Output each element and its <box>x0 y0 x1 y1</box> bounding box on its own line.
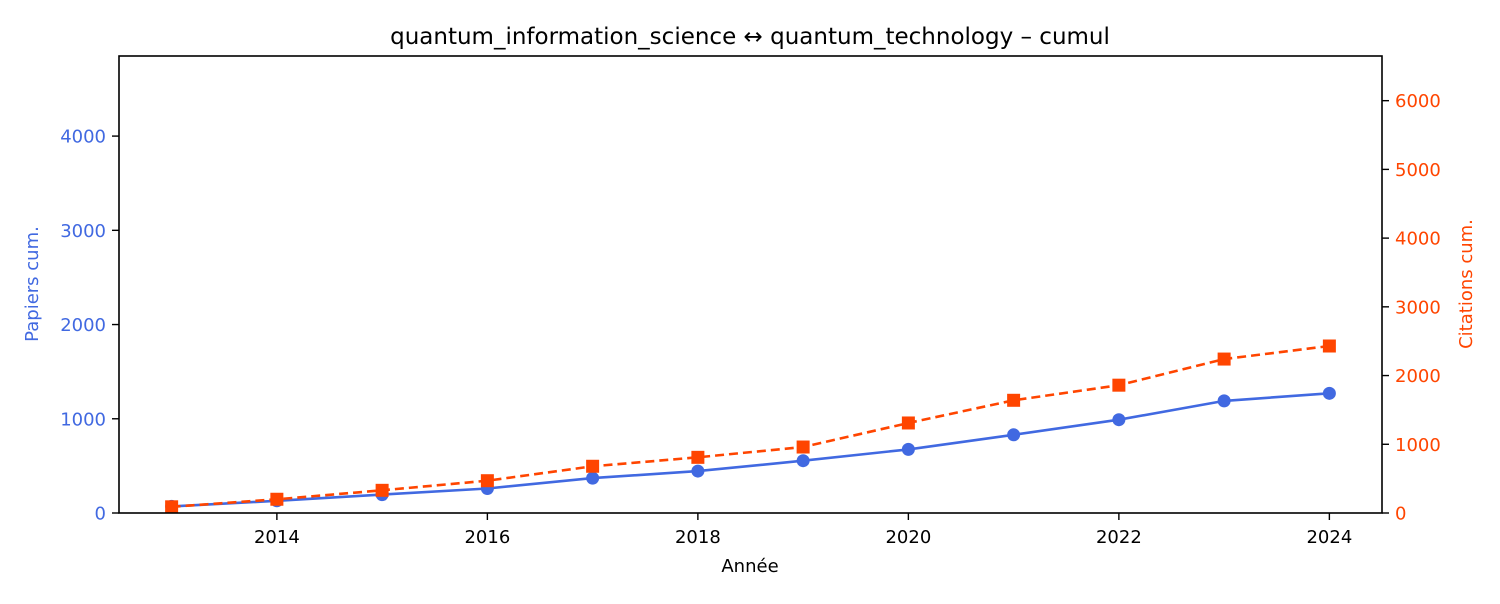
y-axis-label-left: Papiers cum. <box>22 226 43 342</box>
y-right-tick-label: 1000 <box>1395 435 1441 456</box>
series-line-papers <box>171 392 1330 508</box>
papers-point <box>691 464 705 478</box>
citations-point <box>1007 393 1021 407</box>
x-tick-label: 2018 <box>675 527 721 548</box>
x-tick-label: 2020 <box>885 527 931 548</box>
plot-area: 2014 2016 2018 2020 2022 2024 0 1000 2000 3000 400… <box>60 55 1441 548</box>
x-tick-label: 2022 <box>1096 527 1142 548</box>
citations-point <box>375 483 389 497</box>
citations-point <box>165 500 179 514</box>
x-tick-label: 2016 <box>464 527 510 548</box>
y-right-tick-label: 4000 <box>1395 229 1441 250</box>
x-tick-label: 2024 <box>1306 527 1352 548</box>
y-left-tick-label: 1000 <box>60 409 106 430</box>
y-right-tick-label: 3000 <box>1395 297 1441 318</box>
citations-point <box>586 459 600 473</box>
citations-point <box>1217 352 1231 366</box>
y-right-tick-label: 0 <box>1395 504 1406 525</box>
y-right-tick-label: 2000 <box>1395 366 1441 387</box>
series-line-citations <box>171 344 1330 509</box>
y-right-tick-label: 5000 <box>1395 160 1441 181</box>
citations-point <box>480 474 494 488</box>
citations-point <box>270 492 284 506</box>
papers-point <box>1112 413 1126 427</box>
papers-point <box>1322 386 1336 400</box>
papers-point <box>1217 394 1231 408</box>
citations-point <box>691 450 705 464</box>
citations-point <box>1322 339 1336 353</box>
plot-frame <box>118 55 1383 514</box>
citations-point <box>796 440 810 454</box>
papers-point <box>901 442 915 456</box>
citations-point <box>1112 378 1126 392</box>
chart-title: quantum_information_science ↔ quantum_te… <box>390 24 1110 50</box>
y-right-tick-label: 6000 <box>1395 91 1441 112</box>
y-axis-label-right: Citations cum. <box>1456 219 1477 349</box>
x-axis-label: Année <box>721 556 778 577</box>
papers-point <box>586 471 600 485</box>
y-left-tick-label: 0 <box>95 504 106 525</box>
y-left-tick-label: 4000 <box>60 127 106 148</box>
papers-point <box>796 454 810 468</box>
papers-point <box>1007 428 1021 442</box>
y-left-tick-label: 2000 <box>60 315 106 336</box>
x-tick-label: 2014 <box>254 527 300 548</box>
y-left-tick-label: 3000 <box>60 221 106 242</box>
citations-point <box>901 416 915 430</box>
